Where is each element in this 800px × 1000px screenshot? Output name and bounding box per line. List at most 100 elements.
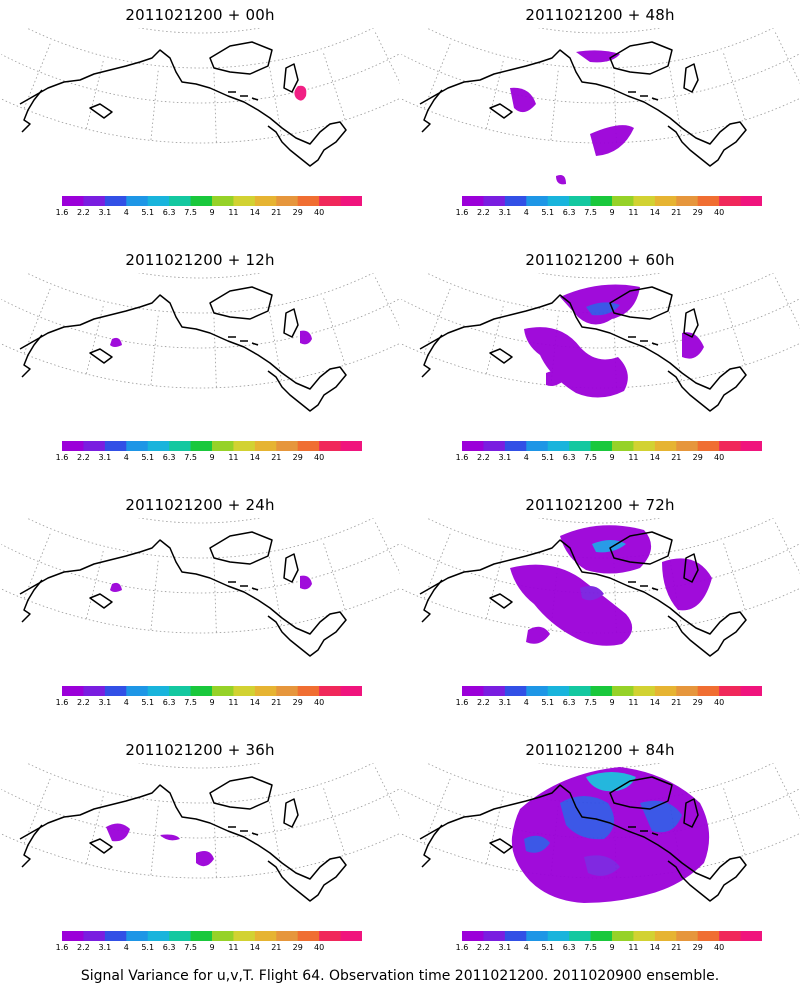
polar-map <box>0 273 400 412</box>
colorbar-labels: 1.6 2.2 3.1 4 5.1 6.3 7.5 9 11 14 21 29 40 <box>456 698 762 710</box>
colorbar-segment <box>526 441 549 451</box>
island <box>489 838 513 854</box>
colorbar-tick-label: 11 <box>228 698 239 707</box>
colorbar-tick-label: 21 <box>671 453 682 462</box>
colorbar-tick-label: 1.6 <box>455 208 469 217</box>
variance-field <box>511 767 710 903</box>
colorbar-labels: 1.6 2.2 3.1 4 5.1 6.3 7.5 9 11 14 21 29 40 <box>56 208 362 220</box>
longitude-line <box>774 522 800 574</box>
colorbar-tick-label: 11 <box>628 943 639 952</box>
colorbar-tick-label: 29 <box>292 698 303 707</box>
colorbar-tick-label: 9 <box>209 208 215 217</box>
lake-chain <box>628 826 659 836</box>
polar-map <box>400 273 800 412</box>
latitude-circle <box>26 273 374 314</box>
colorbar-tick-label: 11 <box>228 208 239 217</box>
colorbar-segment <box>483 441 506 451</box>
colorbar-tick-label: 4 <box>123 453 129 462</box>
longitude-line <box>85 551 104 620</box>
colorbar-segment <box>633 686 656 696</box>
latitude-circle <box>1 54 399 104</box>
polar-map <box>400 518 800 657</box>
colorbar-tick-label: 9 <box>209 698 215 707</box>
longitude-line <box>323 298 346 366</box>
colorbar-segment <box>62 931 84 941</box>
variance-region <box>300 330 312 345</box>
panel-title: 2011021200 + 72h <box>525 496 675 514</box>
baffin-island <box>283 63 299 93</box>
colorbar-segment <box>276 931 299 941</box>
colorbar-tick-label: 6.3 <box>162 453 176 462</box>
colorbar <box>62 686 362 696</box>
latitude-circle <box>538 28 662 34</box>
colorbar-segment <box>340 686 362 696</box>
colorbar-segment <box>462 441 484 451</box>
colorbar-tick-label: 2.2 <box>77 453 90 462</box>
colorbar-tick-label: 2.2 <box>477 208 490 217</box>
lake-chain <box>628 91 659 101</box>
greenland-islands <box>609 286 673 320</box>
latitude-circle <box>426 518 774 559</box>
coastline <box>19 286 347 412</box>
variance-region <box>196 851 214 867</box>
longitude-line <box>150 315 159 386</box>
colorbar-segment <box>569 931 592 941</box>
colorbar-tick-label: 40 <box>314 453 325 462</box>
greenland-islands <box>609 531 673 565</box>
colorbar-segment <box>569 686 592 696</box>
colorbar-tick-label: 29 <box>292 943 303 952</box>
colorbar-segment <box>697 441 720 451</box>
colorbar-tick-label: 6.3 <box>162 698 176 707</box>
colorbar-segment <box>147 686 170 696</box>
colorbar-segment <box>740 196 762 206</box>
colorbar-tick-label: 29 <box>292 208 303 217</box>
latitude-circle <box>26 518 374 559</box>
coastline <box>19 531 347 657</box>
colorbar-tick-label: 11 <box>228 453 239 462</box>
colorbar-tick-label: 40 <box>714 698 725 707</box>
longitude-line <box>774 277 800 329</box>
panel-title: 2011021200 + 48h <box>525 6 675 24</box>
colorbar-segment <box>233 686 256 696</box>
longitude-line <box>723 543 746 611</box>
colorbar-segment <box>62 441 84 451</box>
latitude-circle <box>401 544 799 594</box>
colorbar-tick-label: 6.3 <box>562 208 576 217</box>
colorbar-tick-label: 40 <box>714 943 725 952</box>
longitude-line <box>374 277 400 329</box>
greenland-islands <box>209 41 273 75</box>
colorbar-labels: 1.6 2.2 3.1 4 5.1 6.3 7.5 9 11 14 21 29 40 <box>56 453 362 465</box>
colorbar-segment <box>547 196 570 206</box>
variance-field <box>110 330 312 347</box>
colorbar-tick-label: 2.2 <box>477 943 490 952</box>
colorbar-segment <box>719 196 742 206</box>
baffin-island <box>683 308 699 338</box>
siberia-coast <box>421 824 443 868</box>
variance-region <box>510 87 536 113</box>
latitude-circle <box>138 763 262 769</box>
variance-region <box>682 332 704 359</box>
colorbar-labels: 1.6 2.2 3.1 4 5.1 6.3 7.5 9 11 14 21 29 40 <box>456 943 762 955</box>
colorbar-tick-label: 21 <box>671 698 682 707</box>
colorbar-segment <box>462 931 484 941</box>
latitude-circle <box>1 789 399 839</box>
colorbar-tick-label: 7.5 <box>184 208 197 217</box>
colorbar-segment <box>126 686 149 696</box>
map-panel: 2011021200 + 72h 1.6 2.2 3.1 4 5.1 6.3 7.5 9 11 14… <box>400 490 800 735</box>
variance-region <box>556 175 566 185</box>
variance-region <box>590 125 634 156</box>
longitude-line <box>550 70 559 141</box>
latitude-circle <box>0 342 400 389</box>
map-panel: 2011021200 + 12h 1.6 2.2 3.1 4 5.1 6.3 7.5 9 11 14… <box>0 245 400 490</box>
colorbar-segment <box>319 441 342 451</box>
north-america-coast <box>419 784 747 902</box>
colorbar-tick-label: 14 <box>249 698 260 707</box>
colorbar-segment <box>590 196 613 206</box>
colorbar-segment <box>633 196 656 206</box>
colorbar-tick-label: 11 <box>628 453 639 462</box>
latitude-circle <box>538 273 662 279</box>
colorbar-labels: 1.6 2.2 3.1 4 5.1 6.3 7.5 9 11 14 21 29 40 <box>456 208 762 220</box>
colorbar-tick-label: 5.1 <box>141 943 155 952</box>
colorbar-tick-label: 4 <box>123 943 129 952</box>
north-america-coast <box>419 539 747 657</box>
